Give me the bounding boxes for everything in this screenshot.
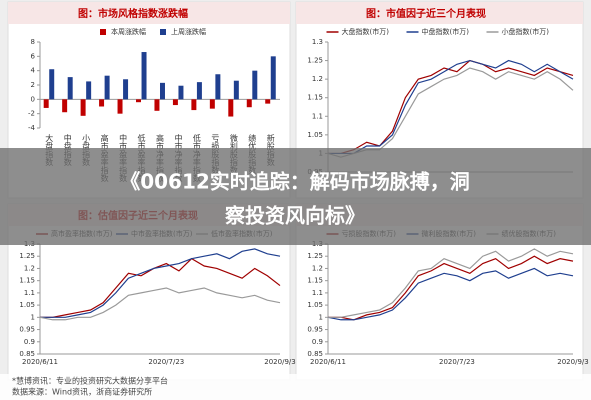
x-tick-label: 2020/6/11 [310,358,346,366]
bar [172,99,178,106]
bar [196,82,202,100]
bar [43,99,49,108]
bar [228,99,234,117]
y-tick-label: 1.25 [19,252,35,260]
y-tick-label: 1 [31,313,35,321]
bar [215,74,221,100]
y-tick-label: 1.05 [19,301,35,309]
y-tick-label: 1.05 [307,301,323,309]
y-tick-label: 1.15 [307,94,323,102]
y-tick-label: 1.05 [307,131,323,139]
panel-header [296,2,583,24]
bar [49,69,55,100]
y-tick-label: 0 [31,95,35,103]
headline: 察投资风向标》 [225,204,365,228]
legend-swatch [160,29,166,35]
y-tick-label: 1.25 [307,57,323,65]
line [328,59,574,155]
bar [154,99,160,111]
legend-label: 上周涨跌幅 [171,27,206,36]
legend-label: 大盘指数(市万) [342,27,390,36]
y-tick-label: 4 [31,67,36,75]
y-tick-label: 1.3 [312,38,323,46]
y-tick-label: 0.85 [307,350,323,358]
chart-title: 图：市值因子近三个月表现 [366,7,486,20]
bar [136,99,141,103]
line [328,255,574,321]
line [328,248,574,318]
x-tick-label: 2020/6/11 [22,358,58,366]
y-tick-label: 1.25 [307,252,323,260]
y-tick-label: 1 [319,313,323,321]
y-tick-label: 1.1 [24,289,35,297]
x-tick-label: 2020/7/23 [439,358,475,366]
y-tick-label: 0.9 [312,338,323,346]
bar [252,70,258,100]
bar [99,99,105,107]
y-tick-label: 8 [31,38,35,46]
y-tick-label: 1.15 [19,277,35,285]
x-tick-label: 2020/9/3 [557,358,588,366]
line [327,267,574,321]
line [328,59,574,155]
bar [80,99,86,116]
footer-text: 数据来源：Wind资讯，浙商证券研究所 [12,387,152,397]
y-tick-label: 0.9 [24,338,35,346]
footer-text: *慧博资讯：专业的投资研究大数据分享平台 [12,376,168,386]
y-tick-label: 1.2 [24,264,35,272]
bar [246,99,252,108]
bar [62,99,68,113]
y-tick-label: 1.1 [312,112,323,120]
bar [265,99,271,104]
y-tick-label: 0.95 [307,326,323,334]
bar [270,56,276,100]
bar [209,99,215,109]
y-tick-label: 1.15 [307,277,323,285]
legend-label: 中盘指数(市万) [422,27,470,36]
chart-title: 图：市场风格指数涨跌幅 [78,7,188,20]
bar [233,80,239,100]
bar [123,79,129,100]
line [40,248,281,318]
line [40,257,281,318]
y-tick-label: 0.95 [19,326,35,334]
panel-header [8,2,290,24]
y-tick-label: 1.2 [312,264,323,272]
headline-banner [0,148,591,245]
bar [104,75,110,100]
bar [67,77,73,100]
headline: 《00612实时追踪：解码市场脉搏，洞 [120,170,470,194]
bar [178,85,184,100]
legend-label: 小盘指数(市万) [502,27,550,36]
bar [117,99,123,114]
line [39,287,281,321]
y-tick-label: 1.1 [312,289,323,297]
footer-band [0,374,591,400]
x-tick-label: 2020/9/3 [264,358,295,366]
y-tick-label: 1.2 [312,75,323,83]
y-tick-label: -4 [28,124,36,132]
bar [191,99,197,111]
y-tick-label: 0.85 [19,350,35,358]
legend-swatch [100,29,106,35]
bar [160,82,165,100]
y-tick-label: -2 [28,110,35,118]
bar [141,52,147,100]
x-tick-label: 2020/7/23 [148,358,184,366]
y-tick-label: 2 [31,81,35,89]
bar [86,81,92,100]
legend-label: 本周涨跌幅 [111,27,146,36]
y-tick-label: 6 [31,52,36,60]
